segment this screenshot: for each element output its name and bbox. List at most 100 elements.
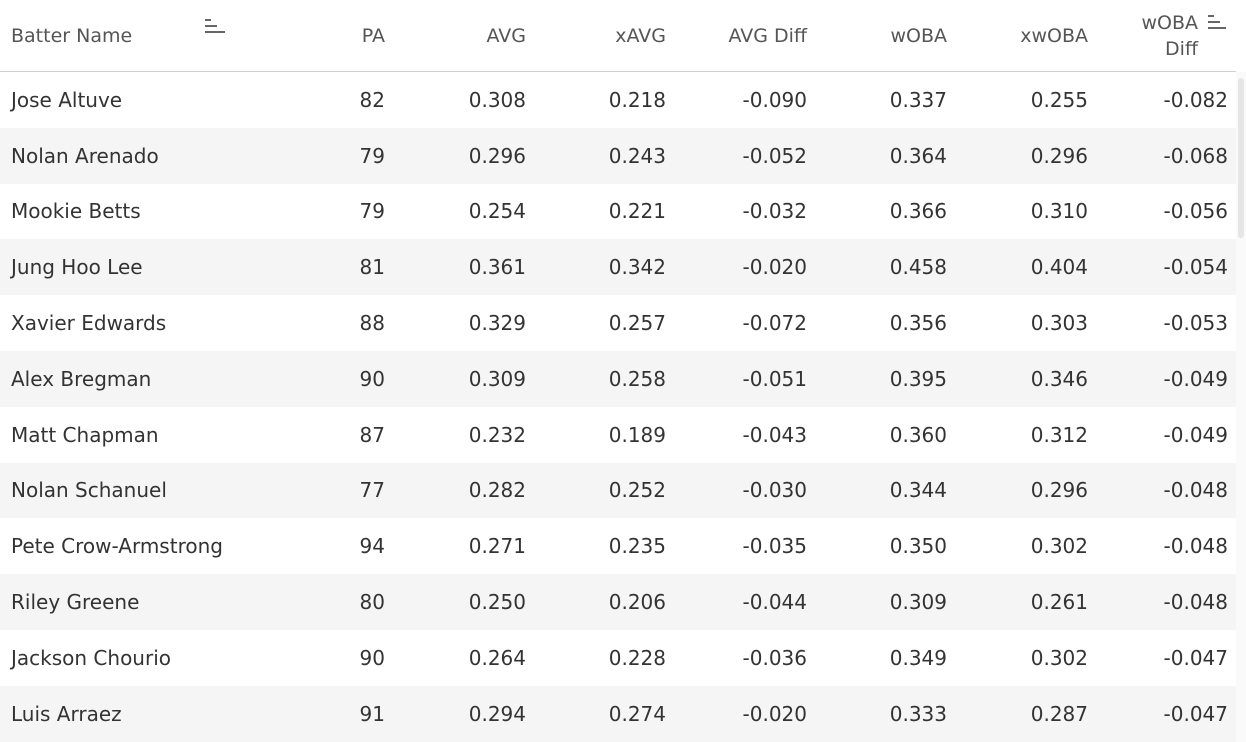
pa-cell: 88 (359, 311, 385, 336)
column-header-xwoba[interactable]: xwOBA (1020, 0, 1088, 71)
sort-icon[interactable] (1208, 15, 1228, 31)
column-header-batter-name[interactable]: Batter Name (11, 0, 132, 71)
table-row[interactable]: Jackson Chourio 90 0.264 0.228 -0.036 0.349 0.… (0, 630, 1236, 686)
avg-diff-cell: -0.072 (742, 311, 807, 336)
xwoba-cell: 0.302 (1030, 645, 1088, 670)
table-row[interactable]: Matt Chapman 87 0.232 0.189 -0.043 0.360 0.312… (0, 407, 1236, 463)
batter-name-cell: Matt Chapman (11, 422, 159, 447)
column-header-woba-diff[interactable]: wOBA Diff (1141, 0, 1198, 71)
xwoba-cell: 0.302 (1030, 534, 1088, 559)
xwoba-cell: 0.255 (1030, 87, 1088, 112)
woba-diff-cell: -0.049 (1163, 422, 1228, 447)
avg-cell: 0.254 (468, 199, 526, 224)
table-row[interactable]: Jung Hoo Lee 81 0.361 0.342 -0.020 0.458 0.404… (0, 239, 1236, 296)
xavg-cell: 0.243 (608, 143, 666, 168)
pa-cell: 94 (359, 534, 385, 559)
woba-diff-cell: -0.047 (1163, 701, 1228, 726)
xavg-cell: 0.206 (608, 590, 666, 615)
xavg-cell: 0.218 (608, 87, 666, 112)
avg-cell: 0.264 (468, 645, 526, 670)
woba-diff-cell: -0.082 (1163, 87, 1228, 112)
woba-diff-cell: -0.048 (1163, 590, 1228, 615)
xavg-cell: 0.342 (608, 255, 666, 280)
xavg-cell: 0.221 (608, 199, 666, 224)
pa-cell: 79 (359, 199, 385, 224)
xavg-cell: 0.235 (608, 534, 666, 559)
column-header-pa[interactable]: PA (362, 0, 385, 71)
pa-cell: 91 (359, 701, 385, 726)
column-header-avg[interactable]: AVG (486, 0, 526, 71)
xwoba-cell: 0.261 (1030, 590, 1088, 615)
woba-cell: 0.337 (889, 87, 947, 112)
column-header-label: xAVG (615, 24, 666, 47)
woba-cell: 0.344 (889, 478, 947, 503)
sort-icon[interactable] (205, 19, 225, 35)
batter-name-cell: Jung Hoo Lee (11, 255, 143, 280)
avg-diff-cell: -0.051 (742, 366, 807, 391)
avg-cell: 0.282 (468, 478, 526, 503)
xwoba-cell: 0.310 (1030, 199, 1088, 224)
xavg-cell: 0.257 (608, 311, 666, 336)
avg-diff-cell: -0.030 (742, 478, 807, 503)
column-header-avg-diff[interactable]: AVG Diff (728, 0, 807, 71)
pa-cell: 87 (359, 422, 385, 447)
scrollbar-thumb[interactable] (1238, 78, 1244, 238)
pa-cell: 80 (359, 590, 385, 615)
pa-cell: 81 (359, 255, 385, 280)
pa-cell: 90 (359, 645, 385, 670)
avg-cell: 0.294 (468, 701, 526, 726)
woba-diff-cell: -0.053 (1163, 311, 1228, 336)
xwoba-cell: 0.287 (1030, 701, 1088, 726)
woba-cell: 0.360 (889, 422, 947, 447)
xavg-cell: 0.228 (608, 645, 666, 670)
avg-diff-cell: -0.036 (742, 645, 807, 670)
xwoba-cell: 0.346 (1030, 366, 1088, 391)
avg-cell: 0.232 (468, 422, 526, 447)
avg-cell: 0.308 (468, 87, 526, 112)
batter-name-cell: Jose Altuve (11, 87, 123, 112)
batter-name-cell: Alex Bregman (11, 366, 152, 391)
avg-cell: 0.329 (468, 311, 526, 336)
woba-cell: 0.350 (889, 534, 947, 559)
table-row[interactable]: Mookie Betts 79 0.254 0.221 -0.032 0.366 0.310… (0, 184, 1236, 240)
xavg-cell: 0.258 (608, 366, 666, 391)
xwoba-cell: 0.303 (1030, 311, 1088, 336)
column-header-label: wOBA (890, 24, 947, 47)
woba-cell: 0.349 (889, 645, 947, 670)
avg-diff-cell: -0.090 (742, 87, 807, 112)
woba-cell: 0.309 (889, 590, 947, 615)
table-row[interactable]: Luis Arraez 91 0.294 0.274 -0.020 0.333 0.287 -… (0, 685, 1236, 742)
woba-cell: 0.364 (889, 143, 947, 168)
batter-name-cell: Riley Greene (11, 590, 140, 615)
column-header-xavg[interactable]: xAVG (615, 0, 666, 71)
woba-cell: 0.356 (889, 311, 947, 336)
woba-diff-cell: -0.068 (1163, 143, 1228, 168)
table-body: Jose Altuve 82 0.308 0.218 -0.090 0.337 0.255 -… (0, 72, 1236, 742)
avg-diff-cell: -0.035 (742, 534, 807, 559)
xwoba-cell: 0.404 (1030, 255, 1088, 280)
table-row[interactable]: Nolan Schanuel 77 0.282 0.252 -0.030 0.344 0.2… (0, 462, 1236, 519)
vertical-scrollbar[interactable] (1236, 72, 1246, 742)
table-row[interactable]: Jose Altuve 82 0.308 0.218 -0.090 0.337 0.255 -… (0, 72, 1236, 128)
column-header-label: PA (361, 24, 385, 47)
batter-name-cell: Nolan Arenado (11, 143, 159, 168)
xavg-cell: 0.189 (608, 422, 666, 447)
column-header-woba[interactable]: wOBA (890, 0, 947, 71)
pa-cell: 90 (359, 366, 385, 391)
column-header-label: Diff (1165, 37, 1198, 60)
column-header-label: Batter Name (11, 24, 133, 47)
table-row[interactable]: Xavier Edwards 88 0.329 0.257 -0.072 0.356 0.3… (0, 295, 1236, 351)
batter-name-cell: Jackson Chourio (11, 645, 171, 670)
table-row[interactable]: Nolan Arenado 79 0.296 0.243 -0.052 0.364 0.29… (0, 127, 1236, 184)
table-row[interactable]: Pete Crow-Armstrong 94 0.271 0.235 -0.035 0.3… (0, 518, 1236, 574)
table-row[interactable]: Alex Bregman 90 0.309 0.258 -0.051 0.395 0.346… (0, 350, 1236, 407)
table-row[interactable]: Riley Greene 80 0.250 0.206 -0.044 0.309 0.261… (0, 574, 1236, 630)
avg-diff-cell: -0.032 (742, 199, 807, 224)
table-header: Batter Name PA AVG xAVG AVG Diff wOBA xw… (0, 0, 1236, 72)
xavg-cell: 0.274 (608, 701, 666, 726)
batter-name-cell: Xavier Edwards (11, 311, 167, 336)
woba-cell: 0.333 (889, 701, 947, 726)
woba-diff-cell: -0.049 (1163, 366, 1228, 391)
pa-cell: 77 (359, 478, 385, 503)
